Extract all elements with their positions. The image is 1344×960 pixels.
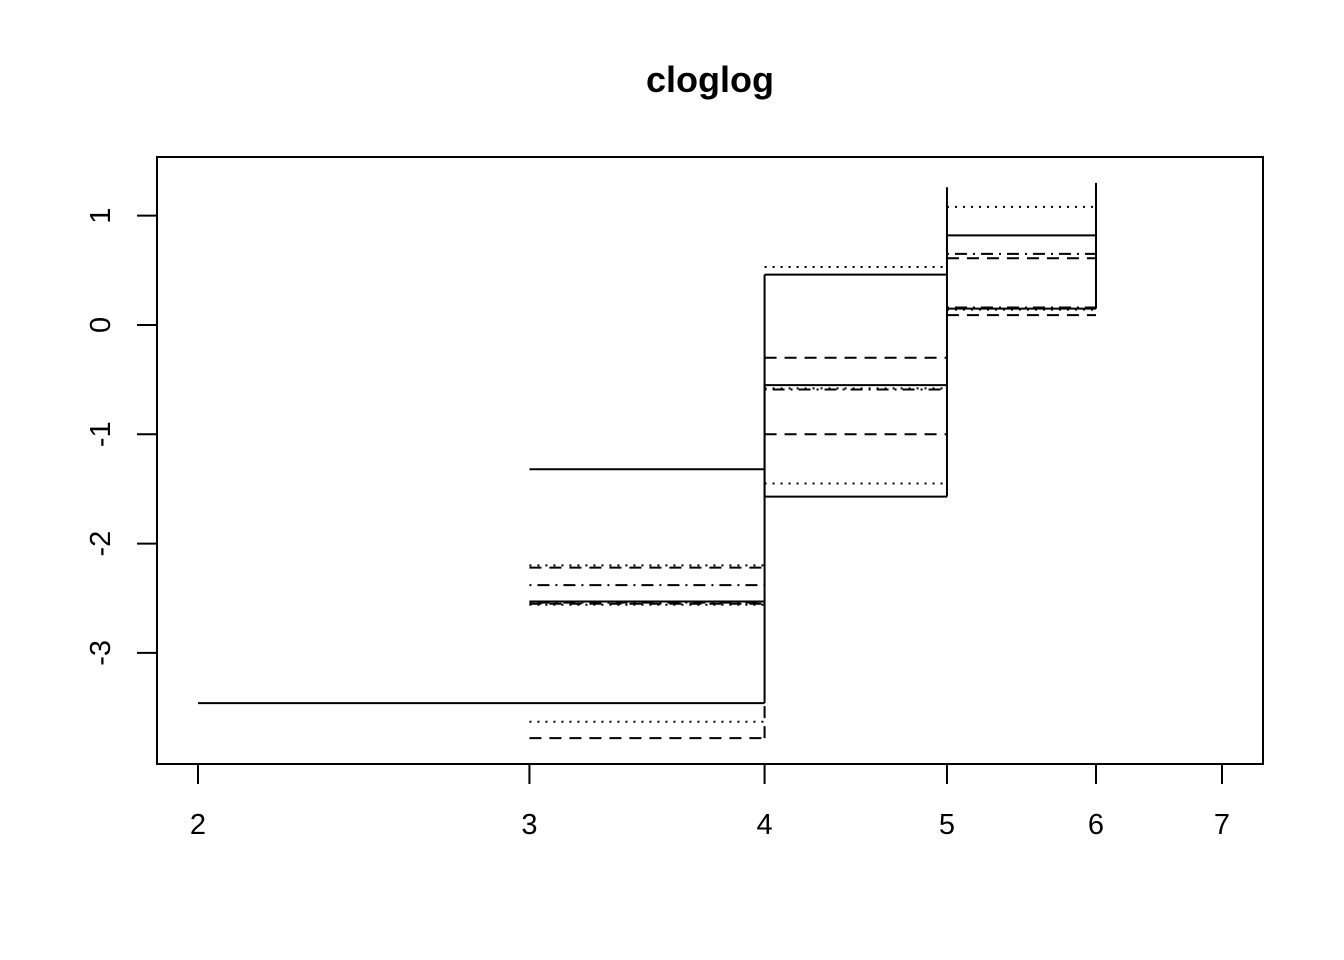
chart-title: cloglog [646,59,774,100]
x-tick-label: 5 [939,809,955,841]
x-tick-label: 6 [1088,809,1104,841]
series-dashed [529,257,1096,740]
x-tick-label: 4 [757,809,773,841]
series-dotdash [529,185,1097,604]
y-tick-label: -1 [85,421,117,447]
y-tick-label: 1 [85,208,117,224]
y-tick-label: 0 [85,317,117,333]
series-layer [198,182,1097,740]
series-dotted [529,205,1096,723]
x-tick-label: 2 [190,809,206,841]
y-tick-label: -2 [85,531,117,557]
x-axis: 2 3 4 5 6 7 [190,763,1230,841]
plot-frame [156,156,1264,765]
y-axis: -3 -2 -1 0 1 [85,208,158,666]
y-tick-label: -3 [85,640,117,666]
x-tick-label: 7 [1214,809,1230,841]
x-tick-label: 3 [521,809,537,841]
series-solid [198,182,1097,705]
